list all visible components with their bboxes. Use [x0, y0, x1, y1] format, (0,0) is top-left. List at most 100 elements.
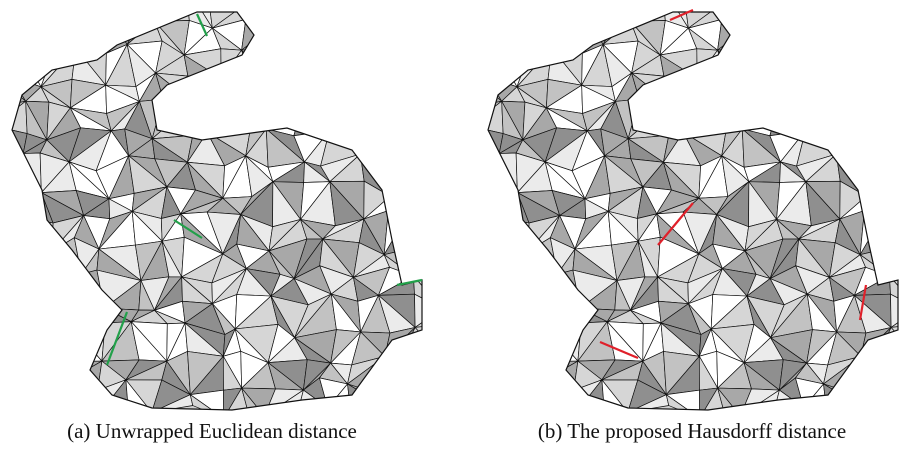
mesh-face [461, 26, 498, 56]
mesh-face [744, 24, 783, 47]
mesh-face [272, 46, 306, 85]
mesh-face [834, 18, 860, 53]
mesh-face [388, 196, 405, 217]
mesh-face [194, 78, 221, 109]
mesh-face [883, 249, 900, 276]
mesh-face [0, 325, 13, 367]
mesh-face [835, 127, 867, 154]
mesh-face [13, 325, 42, 355]
mesh-face [522, 377, 548, 415]
mesh-face [13, 296, 44, 326]
mesh-face [713, 85, 748, 112]
mesh-face [559, 1, 586, 18]
mesh-face [884, 384, 900, 418]
mesh-face [572, 0, 602, 19]
mesh-face [774, 46, 811, 79]
mesh-face [603, 0, 645, 21]
mesh-face [380, 393, 408, 410]
mesh-face [866, 158, 883, 196]
mesh-face [67, 322, 105, 362]
mesh-face [41, 322, 67, 355]
mesh-face [459, 217, 500, 252]
mesh-face [866, 100, 896, 128]
page: {"figures": [{"caption": "(a) Unwrapped … [0, 0, 900, 457]
bunny-mesh [459, 0, 900, 423]
mesh-face [415, 100, 442, 127]
mesh-face [520, 274, 557, 308]
mesh-face [866, 127, 896, 158]
mesh-face [748, 46, 782, 85]
mesh-face [882, 46, 900, 73]
mesh-face [498, 25, 532, 52]
mesh-face [155, 0, 190, 21]
mesh-face [742, 102, 778, 129]
mesh-face [355, 115, 390, 128]
mesh-face [489, 325, 518, 355]
mesh-face [42, 18, 76, 48]
mesh-face [468, 300, 489, 331]
mesh-face [517, 322, 543, 355]
mesh-face [518, 18, 552, 48]
mesh-face [22, 25, 56, 52]
mesh-face [745, 85, 778, 105]
mesh-face [246, 0, 276, 24]
mesh-face [359, 127, 391, 154]
mesh-face [0, 3, 21, 27]
mesh-face [221, 49, 242, 78]
mesh-face [489, 296, 520, 326]
mesh-face [358, 18, 384, 53]
mesh-face [603, 21, 638, 44]
mesh-face [0, 0, 21, 26]
mesh-face [76, 19, 110, 54]
mesh-face [805, 114, 831, 131]
mesh-face [46, 377, 72, 415]
mesh-face [415, 100, 436, 128]
mesh-face [799, 15, 838, 54]
mesh-face [383, 0, 416, 18]
mesh-face [42, 355, 77, 378]
mesh-face [348, 0, 383, 22]
mesh-face [0, 240, 25, 280]
mesh-face [407, 249, 448, 276]
mesh-face [298, 77, 335, 105]
mesh-face [894, 46, 900, 70]
mesh-face [0, 300, 13, 331]
mesh-face [718, 19, 752, 50]
mesh-face [72, 378, 102, 410]
mesh-face [16, 377, 52, 415]
mesh-face [390, 127, 420, 158]
mesh-face [664, 76, 697, 103]
mesh-face [889, 254, 900, 276]
mesh-face [892, 0, 900, 17]
mesh-face [242, 50, 272, 85]
mesh-face [487, 52, 517, 87]
mesh-face [867, 73, 891, 100]
mesh-face [0, 215, 15, 240]
mesh-face [413, 254, 448, 276]
mesh-face [859, 18, 894, 46]
mesh-face [378, 0, 416, 18]
mesh-face [883, 127, 900, 158]
mesh-face [0, 367, 16, 394]
mesh-face [528, 378, 554, 415]
mesh-face [782, 42, 811, 77]
mesh-face [774, 0, 799, 23]
mesh-face [474, 154, 502, 191]
mesh-face [415, 70, 442, 111]
mesh-face [127, 0, 155, 23]
mesh-face [831, 108, 866, 127]
mesh-face [887, 0, 900, 17]
mesh-face [0, 19, 22, 52]
mesh-face [363, 18, 383, 53]
mesh-face [891, 70, 900, 111]
mesh-face [718, 46, 748, 85]
mesh-face [882, 218, 900, 255]
mesh-face [242, 19, 276, 50]
mesh-face [329, 114, 355, 131]
mesh-face [853, 127, 883, 159]
mesh-face [839, 44, 867, 85]
mesh-face [237, 102, 269, 129]
mesh-face [884, 356, 900, 394]
mesh-face [193, 103, 207, 135]
mesh-face [330, 42, 363, 77]
